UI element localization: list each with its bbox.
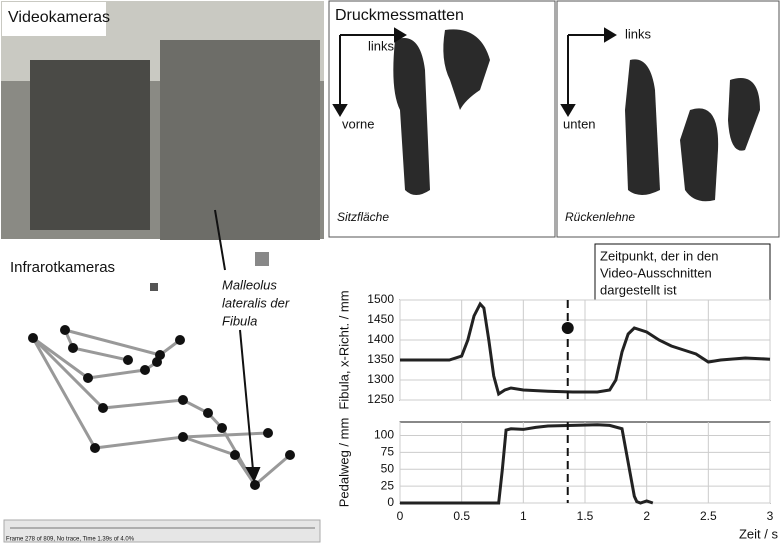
x-tick-label: 2.5 — [700, 509, 717, 523]
timeline — [3, 519, 321, 543]
infrared-title: Infrarotkameras — [10, 259, 115, 276]
x-tick-label: 3 — [767, 509, 774, 523]
y-tick-label: 1400 — [367, 332, 394, 346]
pressure-blobs — [393, 29, 760, 202]
x-tick-label: 1 — [520, 509, 527, 523]
annotation-box — [594, 243, 771, 305]
y-axis-label: Pedalweg / mm — [336, 418, 351, 508]
y-tick-label: 1300 — [367, 372, 394, 386]
marker-point — [561, 322, 574, 334]
status: Frame 278 of 809, No trace, Time 1.39s o… — [6, 537, 135, 543]
malleolus-label: lateralis der — [222, 295, 290, 310]
back-caption: Rückenlehne — [565, 210, 635, 224]
y-axis-label: Fibula, x-Richt. / mm — [336, 290, 351, 409]
x-tick-label: 0.5 — [453, 509, 470, 523]
y-tick-label: 50 — [381, 461, 395, 475]
line — [400, 423, 654, 505]
seat-down: vorne — [342, 116, 375, 131]
x-axis-label: Zeit / s — [739, 526, 779, 541]
camera-icon — [150, 283, 158, 291]
annotation: Video-Ausschnitten — [600, 265, 712, 280]
video-title: Videokameras — [8, 9, 110, 26]
back-down: unten — [563, 116, 596, 131]
y-tick-label: 1250 — [367, 392, 394, 406]
markers — [28, 325, 295, 490]
y-tick-label: 75 — [381, 445, 395, 459]
camera-icon — [255, 252, 269, 266]
x-tick-label: 1.5 — [577, 509, 594, 523]
seat-caption: Sitzfläche — [337, 210, 389, 224]
y-tick-label: 1500 — [367, 292, 394, 306]
annotation: Zeitpunkt, der in den — [600, 248, 719, 263]
y-tick-label: 100 — [374, 428, 394, 442]
label-bg — [2, 2, 106, 36]
photo-rig — [160, 40, 320, 240]
x-tick-label: 2 — [643, 509, 650, 523]
arrows — [332, 27, 617, 117]
annot-arrows — [214, 209, 261, 483]
malleolus-label: Malleolus — [222, 277, 277, 292]
seat-map — [328, 0, 556, 238]
x-tick-label: 0 — [397, 509, 404, 523]
photo-person — [30, 60, 150, 230]
annotation: dargestellt ist — [600, 282, 677, 297]
seat-up: links — [368, 38, 395, 53]
pressure-title: Druckmessmatten — [335, 7, 464, 24]
y-tick-label: 1350 — [367, 352, 394, 366]
line — [400, 301, 771, 397]
back-up: links — [625, 26, 652, 41]
y-tick-label: 1450 — [367, 312, 394, 326]
y-tick-label: 0 — [387, 495, 394, 509]
malleolus-label: Fibula — [222, 313, 257, 328]
y-tick-label: 25 — [381, 478, 395, 492]
